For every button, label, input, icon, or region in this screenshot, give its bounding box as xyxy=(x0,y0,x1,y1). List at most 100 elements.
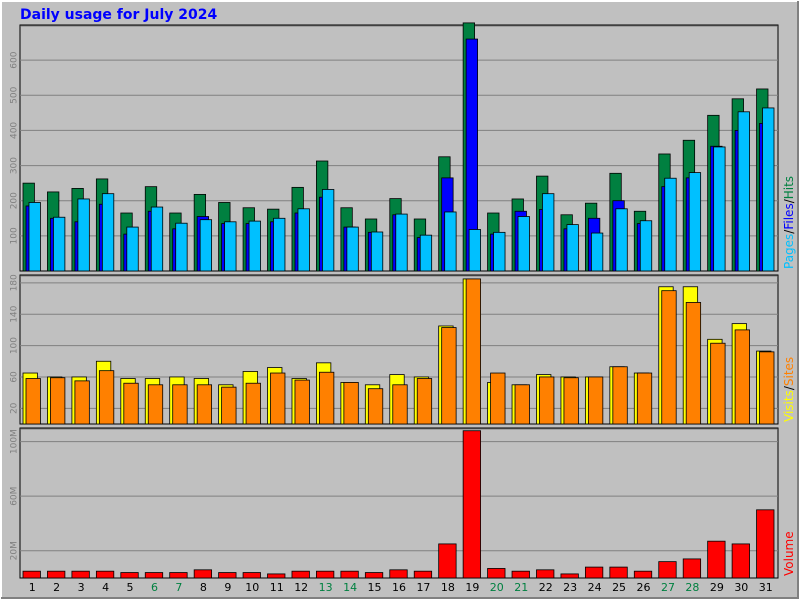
legend-entry: Visits xyxy=(782,390,796,422)
bar-sites-day-11 xyxy=(270,372,286,425)
x-tick-label-day-6: 6 xyxy=(151,581,158,594)
x-tick-label-day-9: 9 xyxy=(224,581,231,594)
x-tick-label-day-17: 17 xyxy=(416,581,430,594)
bar-sites-day-30 xyxy=(734,329,750,425)
panel-visits: 20 60 100 140 180 Visits/Sites xyxy=(10,274,796,425)
bar-volume-day-11 xyxy=(267,573,286,579)
bar-volume-day-26 xyxy=(633,570,653,579)
bar-volume-day-1 xyxy=(22,570,41,579)
bar-sites-day-12 xyxy=(294,379,310,425)
x-tick-label-day-12: 12 xyxy=(294,581,308,594)
bar-pages-day-23 xyxy=(566,224,579,272)
x-tick-label-day-15: 15 xyxy=(368,581,382,594)
panel-volume-area xyxy=(19,427,779,579)
bar-sites-day-21 xyxy=(514,384,530,425)
bar-volume-day-9 xyxy=(218,572,237,579)
bar-volume-day-4 xyxy=(95,570,115,579)
legend-entry: Volume xyxy=(782,531,796,576)
x-tick-label-day-7: 7 xyxy=(175,581,182,594)
chart-title: Daily usage for July 2024 xyxy=(20,7,217,23)
bar-pages-day-28 xyxy=(688,172,702,272)
bar-sites-day-17 xyxy=(416,378,433,425)
bar-sites-day-9 xyxy=(221,386,237,425)
x-tick-label-day-19: 19 xyxy=(465,581,479,594)
bar-sites-day-29 xyxy=(710,342,726,425)
y-tick-label: 200 xyxy=(10,192,20,209)
bar-sites-day-28 xyxy=(685,302,702,425)
bar-volume-day-13 xyxy=(316,570,335,579)
bar-volume-day-31 xyxy=(756,509,775,579)
x-tick-label-day-5: 5 xyxy=(127,581,134,594)
bar-sites-day-19 xyxy=(465,278,481,425)
legend-entry: Files xyxy=(782,203,796,229)
bar-volume-day-7 xyxy=(169,572,188,579)
bar-sites-day-14 xyxy=(343,382,359,425)
x-tick-label-day-14: 14 xyxy=(343,581,357,594)
bar-pages-day-22 xyxy=(542,193,555,272)
legend-entry: Sites xyxy=(782,357,796,386)
bar-sites-day-31 xyxy=(759,351,775,425)
bar-volume-day-24 xyxy=(584,566,604,579)
bar-pages-day-20 xyxy=(493,231,506,272)
panel-volume: 20M 60M 100M Volume xyxy=(10,427,796,579)
bar-sites-day-2 xyxy=(50,377,66,425)
bar-pages-day-26 xyxy=(639,220,653,272)
bar-pages-day-5 xyxy=(126,226,139,272)
bar-sites-day-6 xyxy=(147,384,164,425)
x-tick-label-day-22: 22 xyxy=(539,581,553,594)
x-tick-label-day-23: 23 xyxy=(563,581,577,594)
bar-sites-day-3 xyxy=(74,380,90,425)
bar-sites-day-25 xyxy=(612,366,628,425)
bar-sites-day-22 xyxy=(539,376,555,425)
bar-volume-day-23 xyxy=(560,573,579,579)
bar-pages-day-2 xyxy=(53,216,66,272)
bar-pages-day-27 xyxy=(664,177,677,272)
bar-pages-day-13 xyxy=(322,189,335,272)
y-tick-label: 100 xyxy=(10,227,20,244)
x-tick-label-day-24: 24 xyxy=(588,581,602,594)
legend-hits: Pages/Files/Hits xyxy=(782,176,796,269)
bar-volume-day-17 xyxy=(413,570,433,579)
bar-pages-day-6 xyxy=(150,206,164,272)
bar-sites-day-13 xyxy=(319,371,335,425)
y-tick-label: 60M xyxy=(10,487,20,506)
x-tick-label-day-30: 30 xyxy=(734,581,748,594)
bar-pages-day-17 xyxy=(419,234,433,272)
x-tick-label-day-29: 29 xyxy=(710,581,724,594)
x-tick-label-day-31: 31 xyxy=(759,581,773,594)
bar-volume-day-30 xyxy=(731,543,750,579)
x-tick-label-day-10: 10 xyxy=(245,581,259,594)
bar-pages-day-30 xyxy=(737,111,750,272)
bar-pages-day-4 xyxy=(101,193,115,272)
bar-volume-day-5 xyxy=(120,572,139,579)
legend-entry: Hits xyxy=(782,176,796,199)
legend-entry: Pages xyxy=(782,234,796,269)
bar-volume-day-22 xyxy=(536,569,555,579)
bar-sites-day-5 xyxy=(123,382,139,425)
bar-volume-day-10 xyxy=(242,572,261,579)
bar-volume-day-8 xyxy=(193,569,213,579)
x-tick-label-day-16: 16 xyxy=(392,581,406,594)
y-tick-label: 500 xyxy=(10,86,20,103)
bar-pages-day-25 xyxy=(615,208,628,272)
bar-volume-day-21 xyxy=(511,570,530,579)
x-tick-label-day-8: 8 xyxy=(200,581,207,594)
bar-volume-day-20 xyxy=(487,568,506,579)
y-tick-label: 600 xyxy=(10,51,20,68)
bar-volume-day-6 xyxy=(144,572,164,579)
x-tick-label-day-13: 13 xyxy=(319,581,333,594)
bar-pages-day-15 xyxy=(370,231,384,272)
legend-volume: Volume xyxy=(782,531,796,576)
y-tick-label: 100 xyxy=(10,337,20,354)
bar-volume-day-16 xyxy=(389,569,408,579)
bar-sites-day-24 xyxy=(587,376,604,425)
bar-volume-day-28 xyxy=(682,558,702,579)
bar-sites-day-4 xyxy=(98,370,115,425)
bar-pages-day-31 xyxy=(762,107,775,272)
bar-sites-day-7 xyxy=(172,384,188,425)
bar-volume-day-19 xyxy=(462,430,481,579)
